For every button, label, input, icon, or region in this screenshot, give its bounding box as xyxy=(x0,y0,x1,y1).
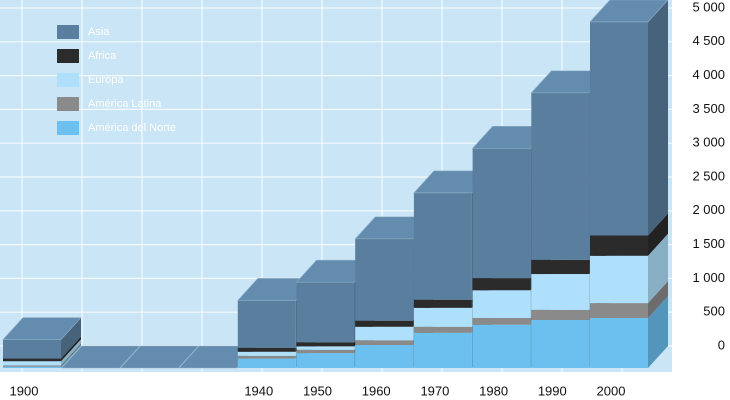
y-tick-label: 3 000 xyxy=(692,135,725,150)
bar-segment xyxy=(237,347,296,352)
bar-side xyxy=(648,295,668,368)
bar-segment xyxy=(355,345,414,368)
y-tick-label: 4 000 xyxy=(692,67,725,82)
bar-segment xyxy=(590,235,648,256)
bar-segment xyxy=(296,342,355,347)
bar-segment xyxy=(3,339,61,359)
bar-segment xyxy=(472,290,531,318)
bar-segment xyxy=(531,309,590,321)
bar-segment xyxy=(237,355,296,359)
bar-side xyxy=(648,213,668,256)
bar-segment xyxy=(237,358,296,368)
bar-segment xyxy=(296,282,355,343)
bar-segment xyxy=(3,361,61,366)
legend-swatch xyxy=(57,73,79,87)
bar-side xyxy=(648,233,668,304)
bar-segment xyxy=(3,365,61,367)
bar-segment xyxy=(531,92,590,260)
legend-label: Africa xyxy=(88,50,117,62)
bar-segment xyxy=(472,324,531,368)
bar-side xyxy=(61,344,81,368)
legend-swatch xyxy=(57,97,79,111)
y-tick-label: 0 xyxy=(718,337,725,352)
bar-side xyxy=(61,343,81,367)
bar-segment xyxy=(590,303,648,318)
y-tick-label: 2 000 xyxy=(692,202,725,217)
bar-top xyxy=(119,345,200,369)
bar-side xyxy=(61,336,81,362)
legend-label: Asia xyxy=(88,26,110,38)
bar-segment xyxy=(355,238,414,321)
bar-segment xyxy=(590,21,648,236)
bar-segment xyxy=(472,278,531,291)
bar-segment xyxy=(3,366,61,368)
legend-swatch xyxy=(57,49,79,63)
bar-segment xyxy=(296,349,355,354)
bar-segment xyxy=(472,148,531,279)
legend-swatch xyxy=(57,25,79,39)
bar-segment xyxy=(413,192,472,300)
bar-segment xyxy=(472,317,531,325)
bar-segment xyxy=(531,259,590,275)
bar-top xyxy=(2,317,82,340)
legend-label: Europa xyxy=(88,74,124,86)
bar-segment xyxy=(531,274,590,310)
y-tick-label: 5 000 xyxy=(692,0,725,14)
y-tick-label: 2 500 xyxy=(692,168,725,183)
x-tick-label: 1970 xyxy=(420,383,449,398)
y-tick-label: 1 000 xyxy=(692,270,725,285)
bar-segment xyxy=(413,299,472,308)
y-tick-label: 1 500 xyxy=(692,236,725,251)
bar-top xyxy=(589,0,669,23)
x-tick-label: 1960 xyxy=(362,383,391,398)
bar-segment xyxy=(355,326,414,341)
y-tick-label: 4 500 xyxy=(692,33,725,48)
x-tick-label: 1940 xyxy=(244,383,273,398)
y-tick-label: 3 500 xyxy=(692,101,725,116)
legend-label: América del Norte xyxy=(88,122,176,134)
legend-swatch xyxy=(57,121,79,135)
bar-segment xyxy=(237,351,296,356)
bar-segment xyxy=(237,300,296,348)
bar-segment xyxy=(531,320,590,368)
bar-segment xyxy=(413,307,472,327)
x-tick-label: 2000 xyxy=(597,383,626,398)
bar-segment xyxy=(355,320,414,327)
bar-top xyxy=(61,345,141,369)
x-tick-label: 1990 xyxy=(538,383,567,398)
x-tick-label: 1980 xyxy=(479,383,508,398)
bar-side xyxy=(648,281,668,318)
bar-side xyxy=(648,0,668,236)
bar-segment xyxy=(3,358,61,362)
bar-side xyxy=(61,317,81,359)
legend-label: América Latina xyxy=(88,98,162,110)
bar-segment xyxy=(590,317,648,368)
bar-segment xyxy=(296,346,355,350)
bar-side xyxy=(61,339,81,366)
bar-segment xyxy=(590,255,648,304)
bar-segment xyxy=(296,353,355,368)
bar-segment xyxy=(413,326,472,333)
bar-segment xyxy=(413,332,472,368)
x-tick-label: 1900 xyxy=(10,383,39,398)
y-tick-label: 500 xyxy=(703,304,725,319)
x-tick-label: 1950 xyxy=(303,383,332,398)
bar-segment xyxy=(355,340,414,346)
